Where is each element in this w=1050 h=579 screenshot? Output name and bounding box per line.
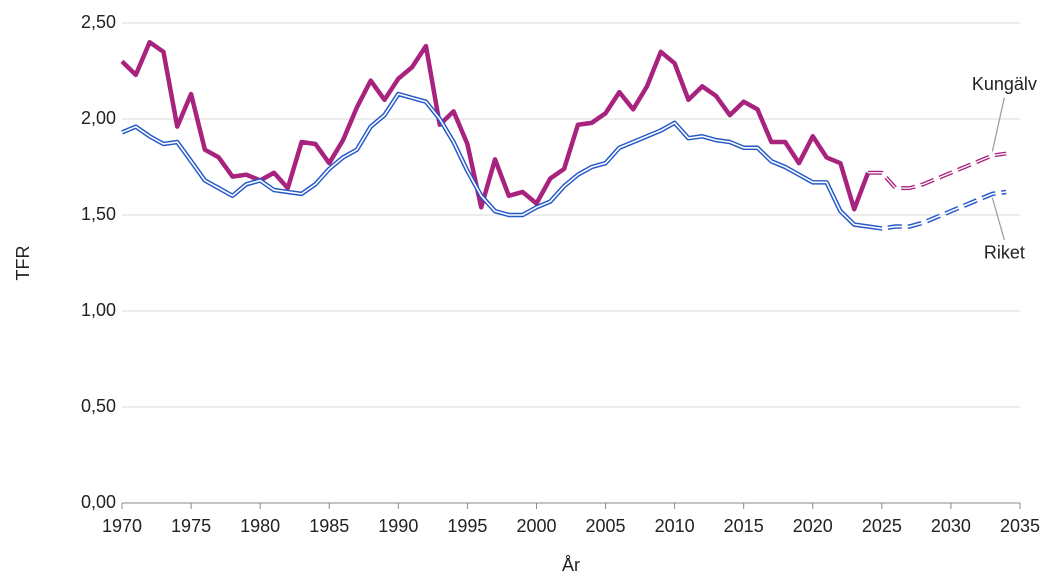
x-axis-label: År: [562, 555, 580, 575]
x-tick-label: 1970: [102, 516, 142, 536]
series-line: [120, 39, 871, 212]
x-tick-label: 2035: [1000, 516, 1040, 536]
x-tick-label: 1980: [240, 516, 280, 536]
y-tick-label: 1,00: [81, 300, 116, 320]
series-line-inner: [867, 191, 1007, 230]
y-axis-label: TFR: [13, 246, 33, 281]
x-tick-label: 2030: [931, 516, 971, 536]
series-line-inner: [121, 93, 869, 228]
y-tick-label: 2,50: [81, 12, 116, 32]
leader-line: [991, 97, 1005, 152]
x-tick-label: 2025: [862, 516, 902, 536]
x-tick-label: 2020: [793, 516, 833, 536]
y-tick-label: 0,50: [81, 396, 116, 416]
x-tick-label: 1985: [309, 516, 349, 536]
series-line-inner: [868, 152, 1007, 189]
x-tick-label: 2005: [586, 516, 626, 536]
series-label: Riket: [984, 243, 1025, 263]
y-tick-label: 1,50: [81, 204, 116, 224]
x-tick-label: 1975: [171, 516, 211, 536]
series-label: Kungälv: [972, 74, 1037, 94]
y-tick-label: 0,00: [81, 492, 116, 512]
x-tick-label: 2015: [724, 516, 764, 536]
y-tick-label: 2,00: [81, 108, 116, 128]
x-tick-label: 2000: [516, 516, 556, 536]
leader-line: [991, 197, 1005, 241]
x-tick-label: 1995: [447, 516, 487, 536]
x-tick-label: 2010: [655, 516, 695, 536]
x-tick-label: 1990: [378, 516, 418, 536]
